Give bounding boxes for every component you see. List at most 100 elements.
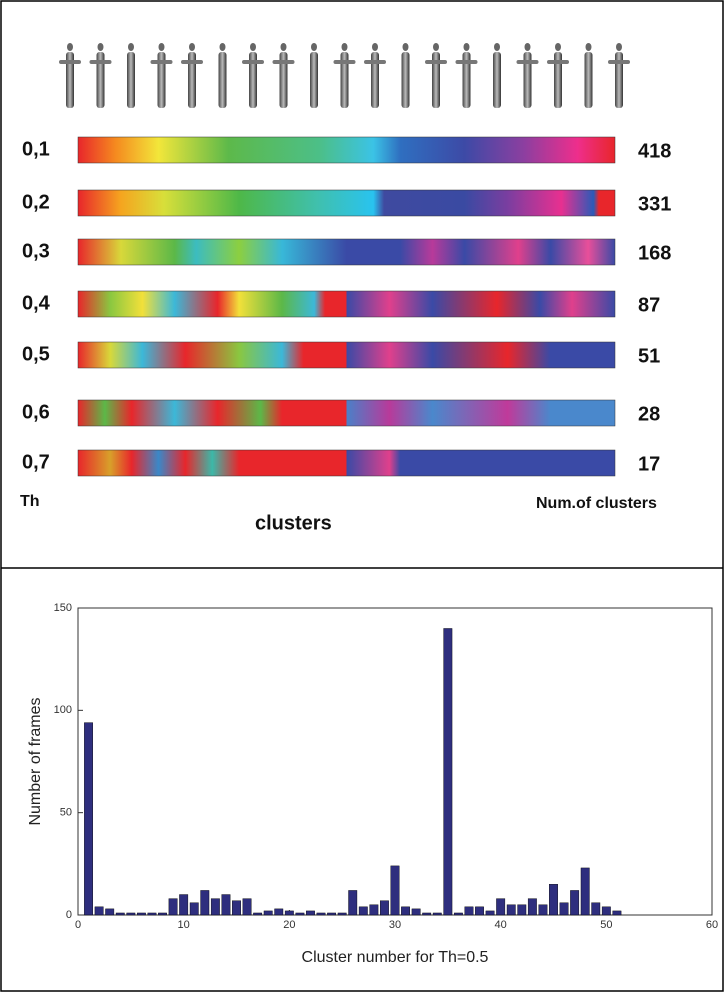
bar bbox=[527, 898, 537, 916]
figure-body bbox=[493, 52, 501, 108]
figure-arms bbox=[242, 60, 264, 64]
pose-figure bbox=[127, 43, 135, 108]
threshold-label: 0,7 bbox=[22, 451, 50, 473]
figure-arms bbox=[608, 60, 630, 64]
bar bbox=[358, 906, 368, 916]
pose-figure bbox=[547, 43, 569, 108]
bar bbox=[337, 912, 347, 916]
cluster-count: 87 bbox=[638, 294, 660, 316]
figure-head bbox=[524, 43, 531, 51]
x-tick-label: 10 bbox=[178, 919, 190, 931]
figure-body bbox=[615, 52, 623, 108]
bar bbox=[380, 900, 389, 916]
pose-figure bbox=[425, 43, 447, 108]
pose-figures bbox=[59, 43, 630, 108]
figure-head bbox=[616, 43, 622, 51]
bar bbox=[136, 912, 146, 916]
threshold-label: 0,6 bbox=[22, 401, 50, 423]
x-tick-label: 40 bbox=[495, 919, 507, 931]
figure-head bbox=[280, 43, 287, 51]
figure-body bbox=[523, 52, 532, 108]
num-label: Num.of clusters bbox=[536, 495, 657, 512]
figure-body bbox=[279, 52, 288, 108]
pose-figure bbox=[455, 43, 478, 108]
figure-body bbox=[188, 52, 196, 108]
cluster-bar bbox=[77, 238, 616, 266]
pose-figure bbox=[89, 43, 112, 108]
th-label: Th bbox=[20, 493, 40, 510]
figure-body bbox=[66, 52, 74, 108]
pose-figure bbox=[272, 43, 295, 108]
cluster-panel: 0,1 418 0,2 331 0,3 168 0,4 87 0,5 51 0,6 28 0,7 17 bbox=[22, 136, 671, 477]
bar-chart: 0 50 100 150 0 10 20 30 40 50 60 Cluster number for… bbox=[27, 602, 718, 966]
figure-arms bbox=[516, 60, 539, 64]
threshold-label: 0,3 bbox=[22, 240, 50, 262]
bar bbox=[210, 898, 220, 916]
pose-figure bbox=[364, 43, 386, 108]
bar bbox=[591, 902, 601, 916]
figure-arms bbox=[425, 60, 447, 64]
threshold-label: 0,4 bbox=[22, 292, 51, 314]
bar bbox=[147, 912, 157, 916]
pose-figure bbox=[608, 43, 630, 108]
cluster-count: 28 bbox=[638, 403, 660, 425]
bar bbox=[443, 628, 453, 916]
clusters-label: clusters bbox=[255, 512, 332, 534]
figure-arms bbox=[89, 60, 112, 64]
bar bbox=[126, 912, 136, 916]
figure-body bbox=[340, 52, 349, 108]
threshold-label: 0,1 bbox=[22, 138, 50, 160]
bar bbox=[263, 910, 273, 916]
figure-body bbox=[584, 52, 593, 108]
pose-figure bbox=[242, 43, 264, 108]
cluster-bar bbox=[77, 290, 616, 318]
bar bbox=[242, 898, 252, 916]
figure-body bbox=[432, 52, 440, 108]
pose-figure bbox=[401, 43, 410, 108]
x-tick-label: 50 bbox=[600, 919, 612, 931]
bar bbox=[253, 912, 263, 916]
figure-arms bbox=[150, 60, 173, 64]
threshold-label: 0,2 bbox=[22, 191, 50, 213]
bar bbox=[306, 910, 315, 916]
figure-head bbox=[585, 43, 592, 51]
bar bbox=[580, 867, 590, 916]
x-tick-label: 60 bbox=[706, 919, 718, 931]
bar bbox=[200, 890, 210, 916]
figure-head bbox=[341, 43, 348, 51]
figure-head bbox=[402, 43, 409, 51]
cluster-bar bbox=[77, 341, 616, 369]
bar bbox=[115, 912, 125, 916]
bar bbox=[453, 912, 463, 916]
bar bbox=[475, 906, 484, 916]
pose-figure bbox=[333, 43, 356, 108]
bar bbox=[274, 908, 284, 916]
bar bbox=[189, 902, 199, 916]
figure-head bbox=[372, 43, 378, 51]
figure-head bbox=[158, 43, 165, 51]
figure-head bbox=[219, 43, 226, 51]
bar bbox=[411, 908, 421, 916]
bar bbox=[221, 894, 231, 916]
x-tick-label: 30 bbox=[389, 919, 401, 931]
pose-figure bbox=[516, 43, 539, 108]
y-tick-label: 150 bbox=[54, 602, 72, 614]
cluster-bar bbox=[77, 399, 616, 427]
figure-body bbox=[96, 52, 105, 108]
bar bbox=[496, 898, 506, 916]
figure-arms bbox=[364, 60, 386, 64]
bar bbox=[94, 906, 104, 916]
figure-body bbox=[310, 52, 318, 108]
figure-head bbox=[311, 43, 317, 51]
bar bbox=[168, 898, 178, 916]
bar bbox=[506, 904, 516, 916]
figure-arms bbox=[455, 60, 478, 64]
bar bbox=[105, 908, 115, 916]
figure-head bbox=[97, 43, 104, 51]
cluster-bar bbox=[77, 189, 616, 217]
figure-arms bbox=[59, 60, 81, 64]
bar bbox=[295, 912, 305, 916]
bar bbox=[601, 906, 611, 916]
pose-figure bbox=[493, 43, 501, 108]
